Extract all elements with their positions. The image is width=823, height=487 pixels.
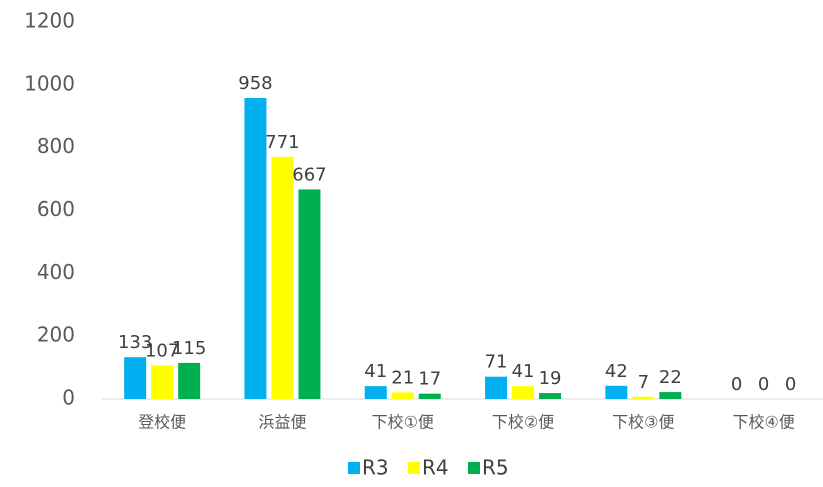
bar [244, 98, 267, 400]
bar [659, 392, 682, 399]
value-label: 115 [172, 338, 206, 359]
legend-label: R4 [422, 456, 449, 480]
x-tick-label: 下校④便 [732, 413, 794, 432]
bar [364, 386, 387, 399]
bar [605, 385, 628, 399]
bar [391, 392, 414, 399]
bar [539, 393, 562, 399]
x-tick-label: 登校便 [138, 413, 186, 432]
value-label: 771 [265, 132, 299, 153]
value-label: 42 [605, 361, 628, 382]
legend-label: R3 [362, 456, 389, 480]
value-label: 667 [292, 164, 326, 185]
value-label: 41 [364, 361, 387, 382]
bar [124, 357, 147, 399]
bar [512, 386, 535, 399]
x-tick-label: 下校②便 [492, 413, 554, 432]
value-label: 0 [785, 374, 796, 395]
value-label: 21 [391, 367, 414, 388]
bar [632, 396, 655, 399]
value-label: 22 [659, 367, 682, 388]
legend-label: R5 [482, 456, 509, 480]
legend-swatch [408, 462, 420, 474]
bar [485, 376, 508, 399]
bar [151, 365, 174, 399]
y-tick-label: 800 [37, 134, 75, 158]
bar [298, 189, 321, 399]
x-tick-label: 下校③便 [612, 413, 674, 432]
legend-swatch [348, 462, 360, 474]
bar [271, 156, 294, 399]
value-label: 133 [118, 332, 152, 353]
y-tick-label: 1000 [24, 71, 75, 95]
value-label: 71 [485, 352, 508, 373]
value-label: 0 [758, 374, 769, 395]
bar [178, 362, 201, 399]
value-label: 41 [512, 361, 535, 382]
value-label: 17 [418, 369, 441, 390]
y-tick-label: 200 [37, 323, 75, 347]
value-label: 958 [238, 73, 272, 94]
y-tick-label: 600 [37, 197, 75, 221]
x-tick-label: 下校①便 [372, 413, 434, 432]
value-label: 19 [539, 368, 562, 389]
y-tick-label: 0 [62, 386, 75, 410]
y-tick-label: 400 [37, 260, 75, 284]
legend-swatch [468, 462, 480, 474]
value-label: 107 [145, 340, 179, 361]
bar [418, 393, 441, 399]
value-label: 0 [731, 374, 742, 395]
y-tick-label: 1200 [24, 9, 75, 33]
value-label: 7 [638, 372, 649, 393]
x-tick-label: 浜益便 [258, 413, 306, 432]
